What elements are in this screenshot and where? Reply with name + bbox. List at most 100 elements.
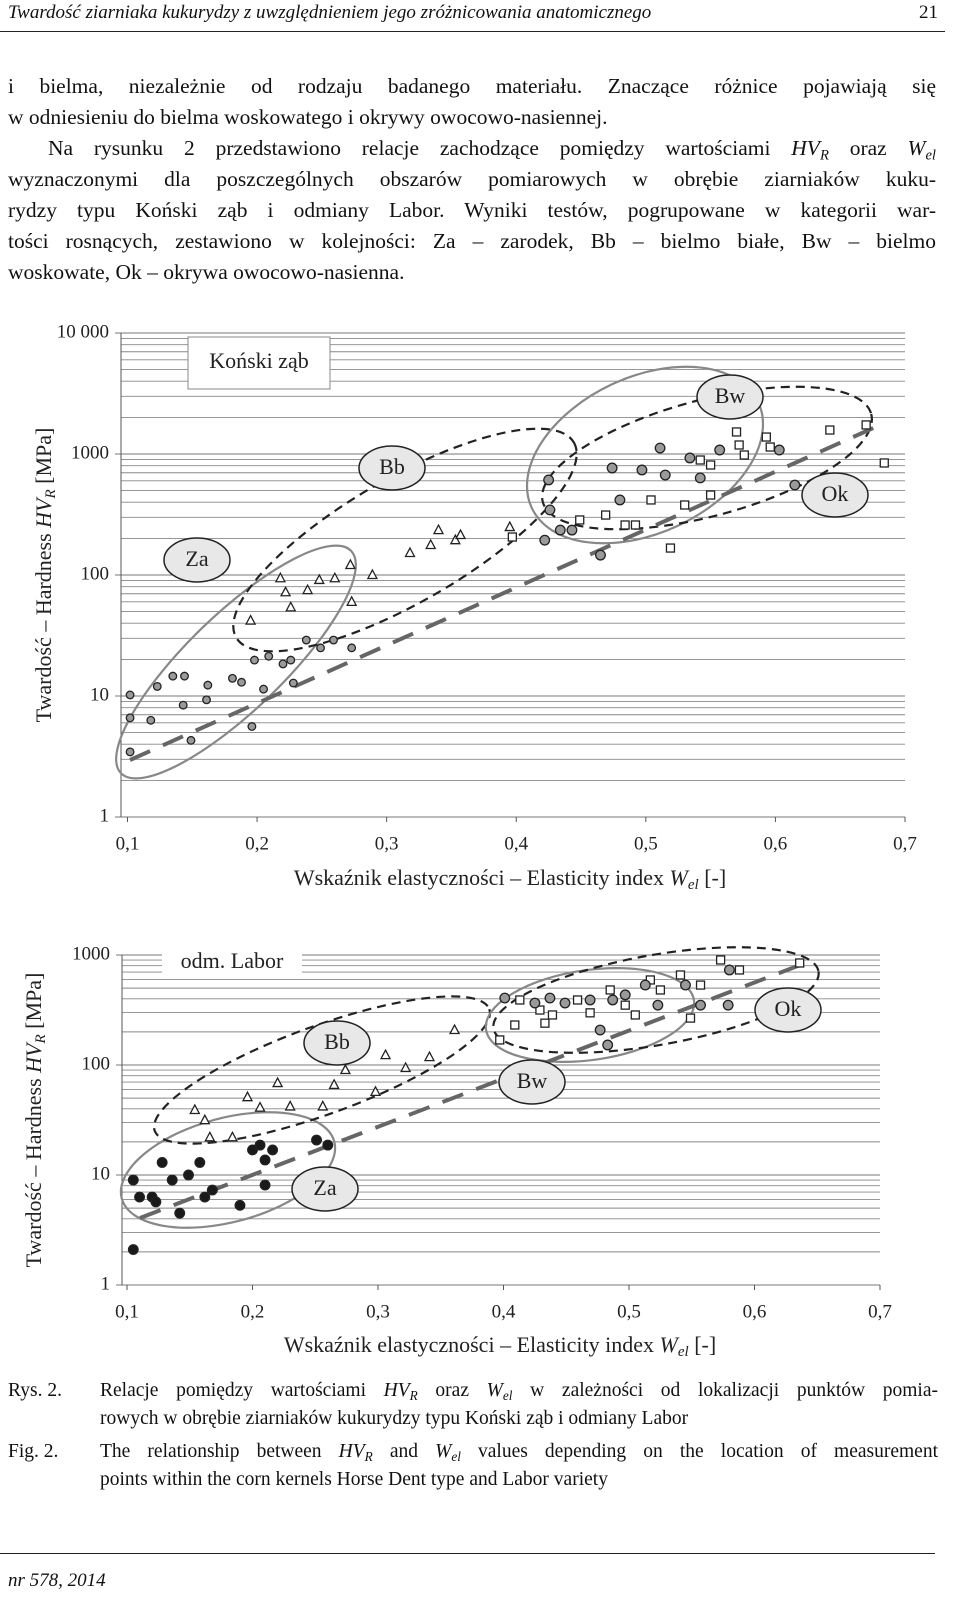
text: values depending on the location of meas… (460, 1441, 938, 1462)
text: w odniesieniu do bielma woskowatego i ok… (8, 105, 608, 129)
point (259, 1154, 271, 1166)
point (547, 1010, 558, 1020)
point (765, 442, 775, 452)
point (259, 684, 268, 694)
point (150, 1196, 162, 1208)
point (572, 995, 583, 1005)
group-ellipse (115, 544, 357, 780)
caption-label: Fig. 2. (8, 1441, 59, 1462)
axis-label: Twardość – Hardness HVR [MPa] (21, 973, 49, 1268)
group-label: Bb (379, 454, 405, 479)
axis-label: Twardość – Hardness HVR [MPa] (31, 428, 59, 723)
axis-label: Wskaźnik elastyczności – Elasticity inde… (294, 865, 726, 893)
point (254, 1101, 266, 1112)
point (194, 1157, 206, 1168)
point (125, 690, 135, 700)
text-line: wyznaczonymi dla poszczególnych obszarów… (8, 164, 936, 195)
axis-label-text: Twardość – Hardness (21, 1073, 46, 1268)
point (227, 673, 237, 683)
point (313, 573, 325, 585)
group-label: Bw (715, 383, 746, 408)
point (203, 680, 213, 690)
subscript: el (925, 147, 936, 164)
point (301, 635, 311, 645)
axis-label-text: Wskaźnik elastyczności – Elasticity inde… (294, 865, 670, 890)
point (245, 614, 257, 625)
point (247, 722, 257, 731)
point (861, 420, 871, 430)
point (127, 1174, 139, 1186)
point (259, 1179, 271, 1191)
point (607, 994, 619, 1006)
text: wyznaczonymi dla poszczególnych obszarów… (8, 167, 936, 191)
text-line: i bielma, niezależnie od rodzaju badaneg… (8, 71, 936, 102)
point (284, 1100, 296, 1111)
point (714, 444, 726, 456)
text: woskowate, Ok – okrywa owocowo-nasienna. (8, 260, 405, 284)
point (619, 989, 631, 1001)
point (594, 1024, 606, 1036)
axis-label-unit: [-] (699, 865, 726, 890)
axis-label-subscript: el (678, 1344, 689, 1360)
group-label: Bb (324, 1029, 350, 1054)
axis-label-symbol: W (660, 1332, 680, 1357)
chart-title: Koński ząb (209, 348, 309, 373)
point (379, 1048, 392, 1060)
point (585, 1008, 595, 1018)
axis-label-text: Twardość – Hardness (31, 528, 56, 723)
point (694, 472, 706, 484)
point (254, 1139, 266, 1151)
group-label-oval (303, 1020, 371, 1066)
x-tick-label: 0,3 (375, 833, 399, 854)
point (329, 571, 341, 583)
text-line: points within the corn kernels Horse Den… (100, 1466, 938, 1494)
caption-text: The relationship between HVR and Wel val… (100, 1438, 938, 1494)
group-ellipse (492, 946, 820, 1054)
point (285, 600, 297, 612)
text: Na rysunku 2 przedstawiono relacje zacho… (48, 136, 792, 160)
axis-label-symbol: HV (31, 496, 56, 529)
text: oraz (417, 1380, 487, 1401)
point (499, 992, 511, 1004)
text: rydzy typu Koński ząb i odmiany Labor. W… (8, 198, 936, 222)
point (134, 1191, 146, 1203)
axis-label-subscript: R (43, 489, 59, 499)
x-tick-label: 0,7 (868, 1301, 892, 1322)
axis-label-unit: [-] (689, 1332, 716, 1357)
point (400, 1061, 412, 1073)
point (684, 452, 696, 464)
point (825, 425, 835, 435)
axis-label-unit: [MPa] (31, 428, 56, 490)
point (695, 455, 705, 465)
body-text: i bielma, niezależnie od rodzaju badaneg… (8, 71, 936, 288)
text-line: Na rysunku 2 przedstawiono relacje zacho… (8, 133, 936, 164)
point (789, 479, 801, 491)
group-label-oval (754, 987, 822, 1033)
point (317, 1100, 329, 1111)
text-line: Relacje pomiędzy wartościami HVR oraz We… (100, 1377, 938, 1405)
point (178, 700, 188, 710)
point (723, 964, 735, 976)
point (606, 462, 618, 474)
point (189, 1103, 201, 1115)
footer-rule (0, 1553, 935, 1554)
group-label-oval (801, 472, 869, 518)
point (540, 1018, 550, 1028)
text: points within the corn kernels Horse Den… (100, 1469, 608, 1490)
text-line: rydzy typu Koński ząb i odmiany Labor. W… (8, 195, 936, 226)
x-tick-label: 0,4 (492, 1301, 516, 1322)
header-rule (0, 31, 945, 32)
point (247, 1144, 258, 1156)
axis-label-subscript: el (688, 877, 699, 893)
axis-label-text: Wskaźnik elastyczności – Elasticity inde… (284, 1332, 660, 1357)
axis-label: Wskaźnik elastyczności – Elasticity inde… (284, 1332, 716, 1360)
subscript: el (451, 1448, 461, 1464)
point (566, 524, 578, 536)
point (515, 995, 525, 1005)
point (279, 585, 292, 597)
y-tick-label: 1 (101, 1273, 111, 1294)
point (544, 992, 556, 1004)
symbol: W (435, 1441, 452, 1462)
y-tick-label: 1 (100, 805, 110, 826)
